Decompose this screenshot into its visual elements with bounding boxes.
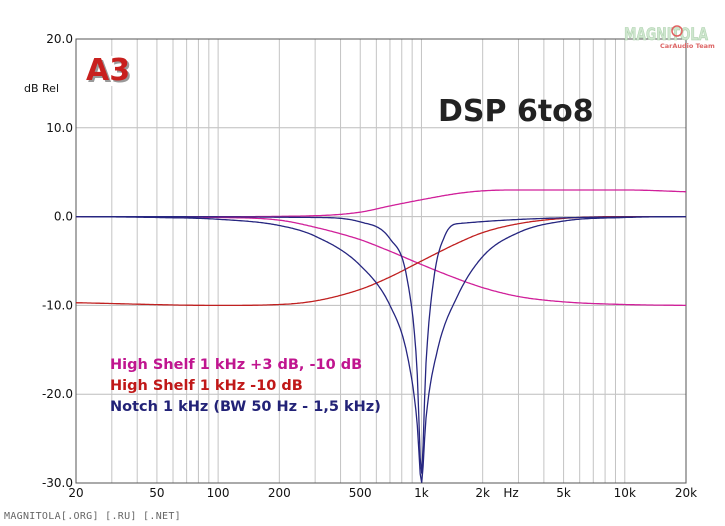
series-line-5	[76, 215, 686, 483]
series-line-4	[76, 215, 686, 474]
x-tick-label: 5k	[556, 486, 571, 500]
a3-logo-text: A3	[86, 53, 130, 88]
y-tick-label: -30.0	[42, 476, 73, 490]
x-tick-label: 50	[149, 486, 164, 500]
y-tick-label: -20.0	[42, 387, 73, 401]
x-tick-label: 1k	[414, 486, 429, 500]
plot-grid	[75, 38, 687, 484]
brand-subtitle: CarAudio Team	[660, 42, 715, 50]
plot-border	[75, 38, 687, 484]
x-tick-label: 500	[349, 486, 372, 500]
y-tick-label: 10.0	[46, 121, 73, 135]
legend-entry-1: High Shelf 1 kHz +3 dB, -10 dB	[110, 357, 362, 373]
x-axis-label: Hz	[503, 486, 518, 500]
x-tick-label: 10k	[614, 486, 636, 500]
y-tick-label: -10.0	[42, 298, 73, 312]
chart-title: DSP 6to8	[438, 94, 594, 129]
series-lines	[75, 189, 686, 483]
legend: High Shelf 1 kHz +3 dB, -10 dB High Shelf…	[110, 357, 381, 415]
footer-text: MAGNITOLA[.ORG] [.RU] [.NET]	[4, 511, 181, 522]
brand-ring-icon	[671, 25, 683, 37]
y-tick-label: 20.0	[46, 32, 73, 46]
x-tick-label: 20k	[675, 486, 697, 500]
legend-entry-2: High Shelf 1 kHz -10 dB	[110, 378, 303, 394]
x-tick-label: 2k	[475, 486, 490, 500]
legend-entry-3: Notch 1 kHz (BW 50 Hz - 1,5 kHz)	[110, 399, 381, 415]
brand-logo: MAGNITOLA CarAudio Team	[624, 25, 715, 50]
x-tick-label: 20	[68, 486, 83, 500]
y-axis-label: dB Rel	[24, 82, 59, 95]
brand-name: MAGNITOLA	[624, 25, 709, 45]
a3-logo: A3 A3	[86, 53, 132, 90]
series-line-1	[76, 189, 686, 218]
x-tick-label: 100	[207, 486, 230, 500]
x-axis-ticks: 20 50 100 200 500 1k 2k 5k 10k 20k	[68, 486, 697, 500]
y-axis-ticks: 20.0 10.0 0.0 -10.0 -20.0 -30.0	[42, 32, 73, 490]
x-tick-label: 200	[268, 486, 291, 500]
a3-logo-shadow: A3	[88, 55, 132, 90]
y-tick-label: 0.0	[54, 210, 73, 224]
